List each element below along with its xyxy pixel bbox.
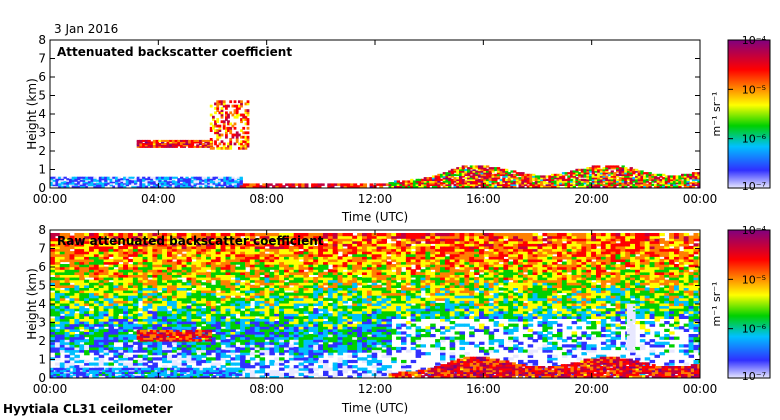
panel-1-xlabel: Time (UTC)	[341, 210, 408, 224]
panel-1-xtick-label: 04:00	[141, 192, 176, 206]
panel-1-ytick-label: 1	[38, 163, 46, 177]
colorbar-2-tick-label: 10⁻⁴	[742, 224, 767, 237]
colorbar-1-tick-label: 10⁻⁵	[742, 83, 766, 96]
axes-1: 00:00 04:00 08:00 12:00 16:00 20:00 00:0001234…	[33, 33, 718, 206]
colorbar-2-tick-label: 10⁻⁵	[742, 273, 766, 286]
panel-1-ylabel: Height (km)	[25, 78, 39, 149]
panel-2-ytick-label: 5	[38, 279, 46, 293]
panel-1-xtick-label: 00:00	[683, 192, 718, 206]
panel-2-ytick-label: 7	[38, 242, 46, 256]
panel-2-title: Raw attenuated backscatter coefficient	[57, 234, 324, 248]
panel-2-ytick-label: 0	[38, 371, 46, 385]
panel-1-xtick-label: 12:00	[358, 192, 393, 206]
panel-1-xtick-label: 00:00	[33, 192, 68, 206]
panel-1-xtick-label: 20:00	[574, 192, 609, 206]
colorbar-1-tick-label: 10⁻⁶	[742, 133, 767, 146]
panel-2-xtick-label: 00:00	[683, 382, 718, 396]
panel-2-ylabel: Height (km)	[25, 268, 39, 339]
axes-2: 00:00 04:00 08:00 12:00 16:00 20:00 00:0001234…	[33, 223, 718, 396]
colorbar-2-unit: m⁻¹ sr⁻¹	[710, 282, 723, 327]
panel-1-ytick-label: 6	[38, 70, 46, 84]
panel-1-ytick-label: 4	[38, 107, 46, 121]
panel-1-ytick-label: 7	[38, 52, 46, 66]
heatmap-raw-backscatter	[50, 233, 700, 378]
panel-1-ytick-label: 3	[38, 126, 46, 140]
panel-2-xtick-label: 00:00	[33, 382, 68, 396]
colorbar-2-tick-label: 10⁻⁷	[742, 370, 766, 383]
panel-1-ytick-label: 0	[38, 181, 46, 195]
panel-2-xtick-label: 12:00	[358, 382, 393, 396]
colorbar-1-tick-label: 10⁻⁴	[742, 34, 767, 47]
panel-1-xtick-label: 16:00	[466, 192, 501, 206]
panel-2-xtick-label: 20:00	[574, 382, 609, 396]
panel-1-ytick-label: 2	[38, 144, 46, 158]
panel-2-xtick-label: 08:00	[249, 382, 284, 396]
panel-2-ytick-label: 1	[38, 353, 46, 367]
panel-2-xlabel: Time (UTC)	[341, 401, 408, 415]
panel-2-ytick-label: 3	[38, 316, 46, 330]
site-label: Hyytiala CL31 ceilometer	[3, 402, 173, 416]
panel-2-xtick-label: 16:00	[466, 382, 501, 396]
panel-raw-backscatter: 00:00 04:00 08:00 12:00 16:00 20:00 00:0001234…	[25, 223, 717, 415]
colorbar-1-unit: m⁻¹ sr⁻¹	[710, 92, 723, 137]
panel-attenuated-backscatter: 00:00 04:00 08:00 12:00 16:00 20:00 00:0001234…	[25, 33, 717, 224]
colorbar-1: 10⁻⁴ 10⁻⁵ 10⁻⁶ 10⁻⁷ m⁻¹ sr⁻¹	[710, 34, 771, 193]
panel-2-ytick-label: 6	[38, 260, 46, 274]
panel-1-title: Attenuated backscatter coefficient	[57, 45, 292, 59]
heatmap-attenuated-backscatter	[50, 100, 700, 188]
colorbar-2: 10⁻⁴ 10⁻⁵ 10⁻⁶ 10⁻⁷ m⁻¹ sr⁻¹	[710, 224, 771, 383]
panel-2-ytick-label: 4	[38, 297, 46, 311]
colorbar-2-tick-label: 10⁻⁶	[742, 323, 767, 336]
colorbar-1-tick-label: 10⁻⁷	[742, 180, 766, 193]
panel-1-ytick-label: 8	[38, 33, 46, 47]
panel-1-ytick-label: 5	[38, 89, 46, 103]
panel-1-xtick-label: 08:00	[249, 192, 284, 206]
panel-2-ytick-label: 2	[38, 334, 46, 348]
date-label: 3 Jan 2016	[54, 22, 118, 36]
panel-2-xtick-label: 04:00	[141, 382, 176, 396]
panel-2-ytick-label: 8	[38, 223, 46, 237]
